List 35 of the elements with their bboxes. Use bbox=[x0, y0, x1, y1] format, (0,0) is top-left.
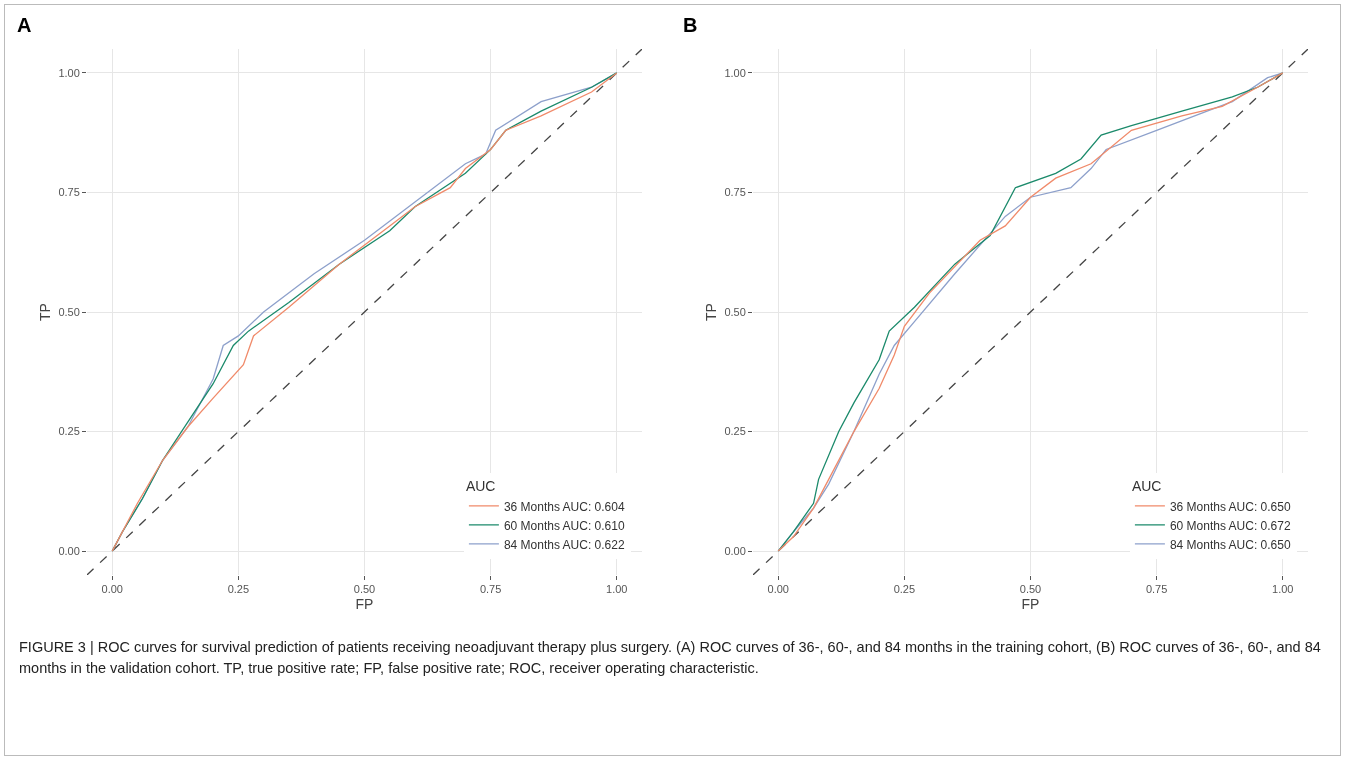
y-tick-label: 0.00 bbox=[724, 544, 746, 557]
x-tick-label: 0.00 bbox=[101, 583, 123, 596]
legend-label: 84 Months AUC: 0.622 bbox=[503, 537, 625, 552]
x-tick-label: 0.75 bbox=[1145, 583, 1168, 596]
chart-title: B bbox=[682, 14, 698, 37]
y-tick-label: 0.50 bbox=[724, 305, 746, 318]
x-axis-title: FP bbox=[1021, 595, 1040, 612]
x-tick-label: 0.50 bbox=[353, 583, 376, 596]
y-tick-label: 0.25 bbox=[58, 425, 80, 438]
legend-title: AUC bbox=[1131, 478, 1162, 495]
legend-label: 60 Months AUC: 0.672 bbox=[1169, 518, 1291, 533]
legend-label: 36 Months AUC: 0.604 bbox=[503, 499, 625, 514]
x-tick-label: 0.75 bbox=[479, 583, 502, 596]
chart-title: A bbox=[16, 14, 32, 37]
legend-label: 60 Months AUC: 0.610 bbox=[503, 518, 625, 533]
x-tick-label: 0.00 bbox=[767, 583, 789, 596]
y-tick-label: 1.00 bbox=[724, 66, 746, 79]
x-tick-label: 1.00 bbox=[1272, 583, 1294, 596]
y-tick-label: 0.75 bbox=[724, 186, 746, 199]
x-tick-label: 0.25 bbox=[227, 583, 250, 596]
y-tick-label: 0.75 bbox=[58, 186, 80, 199]
y-tick-label: 0.25 bbox=[724, 425, 746, 438]
y-axis-title: TP bbox=[702, 303, 719, 321]
y-tick-label: 0.00 bbox=[58, 544, 80, 557]
x-tick-label: 0.25 bbox=[893, 583, 916, 596]
y-tick-label: 0.50 bbox=[58, 305, 80, 318]
y-tick-label: 1.00 bbox=[58, 66, 80, 79]
x-axis-title: FP bbox=[355, 595, 374, 612]
y-axis-title: TP bbox=[36, 303, 53, 321]
caption: FIGURE 3 | ROC curves for survival prediction of patients receiving neoadjuvant therapy plus surgery. (A) ROC curves of 36-, 60-, and 84 months in the training cohort, (B) ROC curves of 36-, 60-, and 84 months in the validation cohort. TP, true positive rate; FP, false positive rate; ROC, receiver operating characteristic. bbox=[19, 638, 1322, 678]
legend-label: 84 Months AUC: 0.650 bbox=[1169, 537, 1291, 552]
legend-label: 36 Months AUC: 0.650 bbox=[1169, 499, 1291, 514]
x-tick-label: 1.00 bbox=[606, 583, 628, 596]
legend-title: AUC bbox=[465, 478, 496, 495]
x-tick-label: 0.50 bbox=[1019, 583, 1042, 596]
